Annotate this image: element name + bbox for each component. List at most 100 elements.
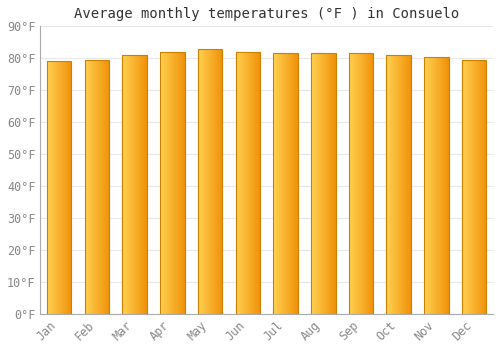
- Bar: [108, 60, 109, 314]
- Bar: [435, 57, 436, 314]
- Bar: [245, 52, 246, 314]
- Bar: [213, 49, 214, 314]
- Bar: [251, 52, 252, 314]
- Bar: [404, 55, 405, 314]
- Bar: [351, 54, 352, 314]
- Bar: [101, 60, 102, 314]
- Bar: [321, 54, 322, 314]
- Bar: [463, 60, 464, 314]
- Bar: [393, 55, 394, 314]
- Bar: [444, 57, 445, 314]
- Bar: [160, 52, 162, 314]
- Bar: [395, 55, 396, 314]
- Bar: [166, 52, 167, 314]
- Bar: [287, 54, 288, 314]
- Bar: [252, 52, 254, 314]
- Bar: [320, 54, 321, 314]
- Bar: [327, 54, 328, 314]
- Bar: [84, 60, 109, 314]
- Title: Average monthly temperatures (°F ) in Consuelo: Average monthly temperatures (°F ) in Co…: [74, 7, 460, 21]
- Bar: [274, 54, 275, 314]
- Bar: [259, 52, 260, 314]
- Bar: [424, 57, 425, 314]
- Bar: [241, 52, 242, 314]
- Bar: [276, 54, 277, 314]
- Bar: [140, 55, 141, 314]
- Bar: [443, 57, 444, 314]
- Bar: [386, 55, 387, 314]
- Bar: [277, 54, 278, 314]
- Bar: [64, 62, 66, 314]
- Bar: [274, 54, 298, 314]
- Bar: [430, 57, 431, 314]
- Bar: [91, 60, 92, 314]
- Bar: [314, 54, 316, 314]
- Bar: [47, 62, 72, 314]
- Bar: [316, 54, 317, 314]
- Bar: [167, 52, 168, 314]
- Bar: [146, 55, 147, 314]
- Bar: [328, 54, 329, 314]
- Bar: [465, 60, 466, 314]
- Bar: [47, 62, 48, 314]
- Bar: [126, 55, 128, 314]
- Bar: [104, 60, 105, 314]
- Bar: [434, 57, 435, 314]
- Bar: [122, 55, 123, 314]
- Bar: [95, 60, 96, 314]
- Bar: [69, 62, 70, 314]
- Bar: [180, 52, 181, 314]
- Bar: [371, 54, 372, 314]
- Bar: [311, 54, 336, 314]
- Bar: [333, 54, 334, 314]
- Bar: [329, 54, 330, 314]
- Bar: [133, 55, 134, 314]
- Bar: [286, 54, 287, 314]
- Bar: [409, 55, 410, 314]
- Bar: [319, 54, 320, 314]
- Bar: [332, 54, 333, 314]
- Bar: [297, 54, 298, 314]
- Bar: [170, 52, 171, 314]
- Bar: [402, 55, 403, 314]
- Bar: [214, 49, 215, 314]
- Bar: [362, 54, 363, 314]
- Bar: [50, 62, 51, 314]
- Bar: [473, 60, 474, 314]
- Bar: [275, 54, 276, 314]
- Bar: [480, 60, 481, 314]
- Bar: [183, 52, 184, 314]
- Bar: [438, 57, 439, 314]
- Bar: [84, 60, 86, 314]
- Bar: [55, 62, 56, 314]
- Bar: [291, 54, 292, 314]
- Bar: [471, 60, 472, 314]
- Bar: [279, 54, 280, 314]
- Bar: [212, 49, 213, 314]
- Bar: [246, 52, 247, 314]
- Bar: [88, 60, 89, 314]
- Bar: [142, 55, 143, 314]
- Bar: [200, 49, 201, 314]
- Bar: [408, 55, 409, 314]
- Bar: [236, 52, 260, 314]
- Bar: [199, 49, 200, 314]
- Bar: [325, 54, 326, 314]
- Bar: [437, 57, 438, 314]
- Bar: [258, 52, 259, 314]
- Bar: [360, 54, 361, 314]
- Bar: [215, 49, 216, 314]
- Bar: [160, 52, 184, 314]
- Bar: [70, 62, 71, 314]
- Bar: [467, 60, 468, 314]
- Bar: [468, 60, 469, 314]
- Bar: [439, 57, 440, 314]
- Bar: [282, 54, 283, 314]
- Bar: [326, 54, 327, 314]
- Bar: [446, 57, 447, 314]
- Bar: [182, 52, 183, 314]
- Bar: [123, 55, 124, 314]
- Bar: [256, 52, 257, 314]
- Bar: [356, 54, 358, 314]
- Bar: [440, 57, 441, 314]
